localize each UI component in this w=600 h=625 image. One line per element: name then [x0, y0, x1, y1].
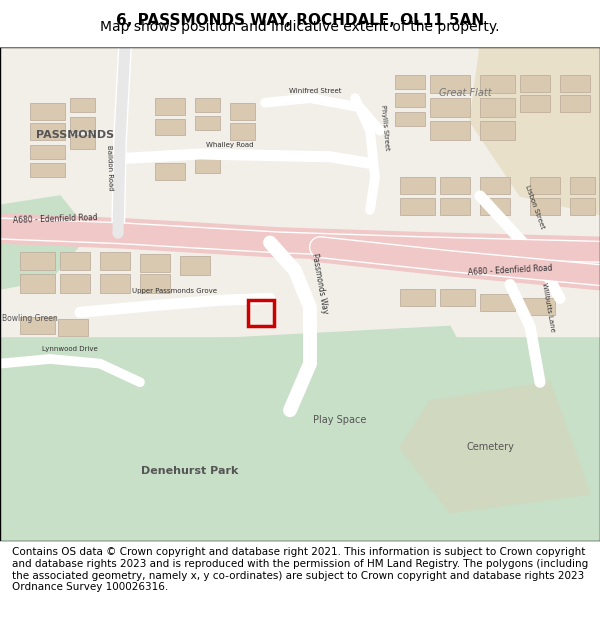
Bar	[395, 112, 425, 126]
Bar	[570, 198, 595, 214]
Bar	[58, 319, 88, 336]
Text: Lisbon Street: Lisbon Street	[524, 184, 545, 229]
Bar	[30, 163, 65, 177]
Bar	[30, 123, 65, 140]
Bar	[395, 94, 425, 108]
Polygon shape	[0, 47, 600, 336]
Bar	[140, 254, 170, 272]
Text: Upper Passmonds Grove: Upper Passmonds Grove	[133, 288, 218, 294]
Bar	[140, 274, 170, 293]
Bar	[30, 102, 65, 119]
Text: Denehurst Park: Denehurst Park	[142, 466, 239, 476]
Polygon shape	[0, 326, 500, 541]
Bar	[520, 75, 550, 92]
Bar	[395, 75, 425, 89]
Text: A680 - Edenfield Road: A680 - Edenfield Road	[13, 213, 98, 225]
Text: Willbutts Lane: Willbutts Lane	[541, 282, 555, 332]
Text: Phyllis Street: Phyllis Street	[380, 104, 390, 151]
Text: A680 - Edenfield Road: A680 - Edenfield Road	[467, 264, 553, 277]
Bar	[530, 177, 560, 194]
Bar	[480, 177, 510, 194]
Bar	[100, 252, 130, 271]
Bar	[400, 289, 435, 306]
Bar	[155, 119, 185, 136]
Text: Great Flatt: Great Flatt	[439, 89, 491, 99]
Bar	[60, 274, 90, 293]
Bar	[20, 317, 55, 334]
Bar	[155, 98, 185, 115]
Text: Contains OS data © Crown copyright and database right 2021. This information is : Contains OS data © Crown copyright and d…	[12, 548, 588, 592]
Bar	[100, 274, 130, 293]
Text: Play Space: Play Space	[313, 414, 367, 424]
Bar	[180, 256, 210, 275]
Bar	[60, 252, 90, 271]
Text: Map shows position and indicative extent of the property.: Map shows position and indicative extent…	[100, 20, 500, 34]
Bar	[480, 98, 515, 117]
Bar	[230, 102, 255, 119]
Bar	[248, 300, 274, 326]
Polygon shape	[0, 336, 600, 541]
Bar	[230, 123, 255, 140]
Bar	[440, 289, 475, 306]
Bar	[70, 117, 95, 131]
Bar	[560, 75, 590, 92]
Text: PASSMONDS: PASSMONDS	[36, 131, 114, 141]
Bar	[20, 274, 55, 293]
Bar	[400, 198, 435, 214]
Polygon shape	[0, 196, 90, 289]
Polygon shape	[470, 47, 600, 214]
Text: Passmonds Way: Passmonds Way	[310, 253, 330, 314]
Bar	[440, 177, 470, 194]
Text: 6, PASSMONDS WAY, ROCHDALE, OL11 5AN: 6, PASSMONDS WAY, ROCHDALE, OL11 5AN	[116, 13, 484, 28]
Bar	[520, 298, 555, 315]
Bar	[570, 177, 595, 194]
Bar	[440, 198, 470, 214]
Text: Bowling Green: Bowling Green	[2, 314, 58, 323]
Bar	[400, 177, 435, 194]
Bar	[480, 198, 510, 214]
Bar	[195, 159, 220, 172]
Bar	[195, 116, 220, 130]
Bar	[195, 98, 220, 112]
Bar	[560, 96, 590, 112]
Text: Winifred Street: Winifred Street	[289, 89, 341, 94]
Bar	[480, 294, 515, 311]
Text: Baildon Road: Baildon Road	[106, 145, 114, 191]
Bar	[430, 121, 470, 140]
Bar	[430, 75, 470, 94]
Bar	[20, 252, 55, 271]
Bar	[70, 136, 95, 149]
Bar	[480, 121, 515, 140]
Bar	[520, 96, 550, 112]
Bar	[430, 98, 470, 117]
Bar	[155, 163, 185, 180]
Bar	[480, 75, 515, 94]
Text: Lynnwood Drive: Lynnwood Drive	[42, 346, 98, 352]
Bar	[70, 98, 95, 112]
Text: Whalley Road: Whalley Road	[206, 141, 254, 148]
Bar	[530, 198, 560, 214]
Text: Cemetery: Cemetery	[466, 442, 514, 452]
Polygon shape	[400, 382, 590, 512]
Bar	[30, 145, 65, 159]
